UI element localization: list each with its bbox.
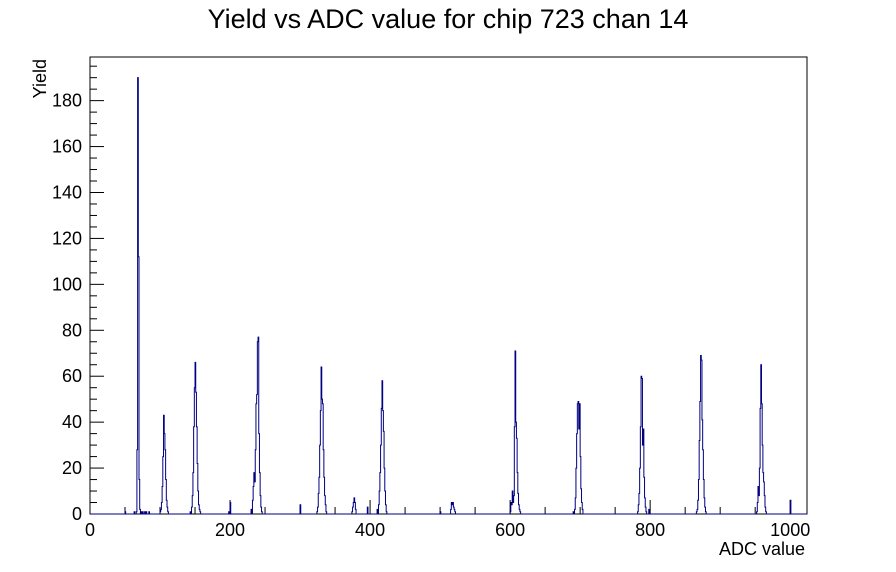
y-tick-label: 40 — [62, 412, 82, 432]
y-tick-label: 0 — [72, 504, 82, 524]
x-axis-label: ADC value — [719, 539, 805, 559]
x-tick-label: 600 — [495, 520, 525, 540]
y-tick-label: 80 — [62, 320, 82, 340]
axis-ticks — [89, 65, 791, 515]
chart-title: Yield vs ADC value for chip 723 chan 14 — [207, 4, 689, 34]
y-tick-label: 180 — [52, 91, 82, 111]
y-tick-label: 120 — [52, 228, 82, 248]
y-tick-label: 160 — [52, 137, 82, 157]
y-tick-label: 20 — [62, 458, 82, 478]
histogram-series — [90, 77, 807, 515]
x-tick-label: 0 — [85, 520, 95, 540]
y-tick-label: 100 — [52, 274, 82, 294]
x-tick-label: 800 — [635, 520, 665, 540]
x-tick-label: 400 — [355, 520, 385, 540]
y-axis-label: Yield — [30, 59, 50, 98]
x-tick-label: 1000 — [770, 520, 810, 540]
x-tick-label: 200 — [215, 520, 245, 540]
y-tick-label: 60 — [62, 366, 82, 386]
y-tick-label: 140 — [52, 182, 82, 202]
